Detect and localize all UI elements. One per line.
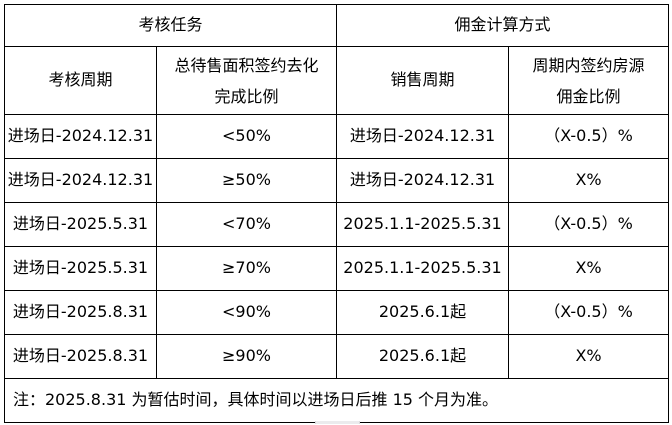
table-cell: 进场日-2025.5.31 (4, 246, 157, 291)
column-header-assessment-period: 考核周期 (4, 46, 157, 115)
table-cell: X% (508, 246, 670, 291)
table-cell: X% (508, 334, 670, 379)
header-commission-method: 佣金计算方式 (336, 4, 670, 47)
table-header-group-row: 考核任务 佣金计算方式 (3, 4, 670, 47)
table-cell: 2025.1.1-2025.5.31 (336, 202, 510, 247)
footnote-text: 注：2025.8.31 为暂估时间，具体时间以进场日后推 15 个月为准。 (3, 378, 670, 423)
table-row: 进场日-2025.8.31 ≥90% 2025.6.1起 X% (4, 334, 670, 379)
header-assessment-task: 考核任务 (3, 4, 338, 47)
table-cell: ≥90% (155, 334, 338, 379)
table-row: 进场日-2025.5.31 ≥70% 2025.1.1-2025.5.31 X% (4, 246, 670, 291)
table-row: 进场日-2025.8.31 <90% 2025.6.1起 （X-0.5）% (4, 290, 670, 335)
table-cell: （X-0.5）% (508, 290, 670, 335)
table-cell: <90% (155, 290, 338, 335)
horizontal-scrollbar-thumb[interactable] (315, 421, 360, 424)
table-cell: 2025.6.1起 (336, 290, 510, 335)
table-row: 进场日-2024.12.31 ≥50% 进场日-2024.12.31 X% (4, 158, 670, 203)
table-cell: 进场日-2025.8.31 (4, 290, 157, 335)
table-cell: 进场日-2024.12.31 (4, 158, 157, 203)
table-column-header-row: 考核周期 总待售面积签约去化 完成比例 销售周期 周期内签约房源 佣金比例 (4, 46, 670, 115)
table-note-row: 注：2025.8.31 为暂估时间，具体时间以进场日后推 15 个月为准。 (3, 378, 670, 423)
table-cell: （X-0.5）% (508, 202, 670, 247)
table-cell: 进场日-2024.12.31 (336, 158, 510, 203)
table-cell: ≥50% (155, 158, 338, 203)
table-cell: ≥70% (155, 246, 338, 291)
table-cell: 进场日-2024.12.31 (336, 114, 510, 159)
column-header-sales-period: 销售周期 (336, 46, 510, 115)
column-header-completion-ratio: 总待售面积签约去化 完成比例 (155, 46, 338, 115)
table-cell: <50% (155, 114, 338, 159)
table-cell: 进场日-2025.5.31 (4, 202, 157, 247)
table-cell: 2025.6.1起 (336, 334, 510, 379)
table-cell: 进场日-2025.8.31 (4, 334, 157, 379)
commission-assessment-table: 考核任务 佣金计算方式 考核周期 总待售面积签约去化 完成比例 销售周期 周期内… (3, 4, 670, 423)
table-row: 进场日-2024.12.31 <50% 进场日-2024.12.31 （X-0.… (4, 114, 670, 159)
table-cell: （X-0.5）% (508, 114, 670, 159)
table-cell: <70% (155, 202, 338, 247)
column-header-commission-ratio: 周期内签约房源 佣金比例 (508, 46, 670, 115)
table-cell: X% (508, 158, 670, 203)
table-cell: 2025.1.1-2025.5.31 (336, 246, 510, 291)
table-cell: 进场日-2024.12.31 (4, 114, 157, 159)
table-row: 进场日-2025.5.31 <70% 2025.1.1-2025.5.31 （X… (4, 202, 670, 247)
